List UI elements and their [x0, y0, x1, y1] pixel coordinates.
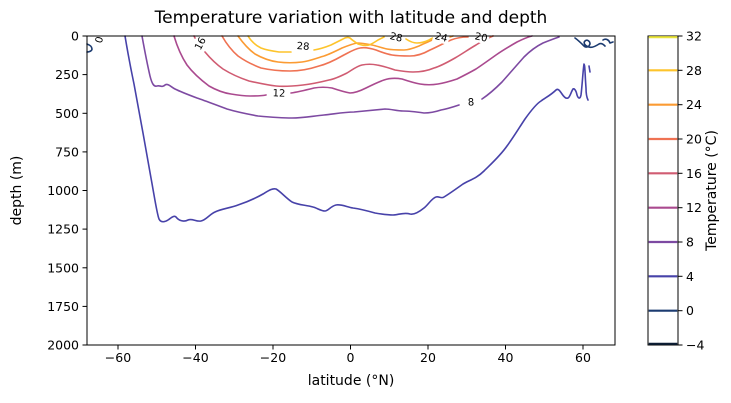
y-axis-label: depth (m) [9, 156, 25, 226]
contour-label-28b: 28 [387, 30, 406, 45]
colorbar-tick-label: 0 [686, 303, 694, 318]
contour-label-28b-text: 28 [388, 31, 403, 45]
contour-label-24-text: 24 [433, 31, 448, 45]
contour-label-12: 12 [270, 87, 288, 100]
x-tick-label: 60 [575, 350, 591, 365]
x-axis: −60 −40 −20 0 20 40 60 latitude (°N) [105, 345, 591, 389]
colorbar-tick-label: 4 [686, 269, 694, 284]
y-axis: 0 250 500 750 1000 1250 1500 1750 2000 d… [9, 29, 87, 353]
colorbar-axis-label: Temperature (°C) [704, 130, 720, 252]
contour-line-0-north-b [602, 38, 614, 44]
contour-label-8: 8 [464, 96, 478, 109]
colorbar-tick-label: 32 [686, 29, 702, 44]
contour-label-28a: 28 [294, 40, 312, 53]
contour-label-28a-text: 28 [296, 41, 309, 53]
colorbar-tick-label: 8 [686, 235, 694, 250]
contour-line-8 [141, 35, 560, 119]
contour-label-16-text: 16 [193, 36, 209, 52]
contour-line-4 [124, 35, 589, 223]
contour-label-12-text: 12 [272, 88, 285, 99]
contour-line-4-fragment [588, 65, 591, 73]
contour-label-0-bg [92, 33, 107, 47]
colorbar-tick-label: 20 [686, 132, 702, 147]
contour-line-0-north [574, 37, 606, 49]
contour-label-20: 20 [472, 30, 491, 45]
x-axis-label: latitude (°N) [308, 373, 395, 389]
y-tick-label: 1250 [47, 222, 79, 237]
x-tick-label: −20 [260, 350, 286, 365]
colorbar-tick-label: 12 [686, 200, 702, 215]
contour-label-28a-bg [294, 40, 312, 53]
x-tick-label: −40 [182, 350, 208, 365]
x-tick-label: −60 [105, 350, 131, 365]
contour-line-12 [173, 35, 533, 97]
y-tick-label: 500 [55, 106, 79, 121]
y-tick-label: 1000 [47, 183, 79, 198]
contour-label-8-text: 8 [468, 97, 475, 108]
contour-label-28b-bg [387, 30, 406, 45]
colorbar-frame [647, 35, 679, 346]
contour-label-16-bg [192, 34, 210, 54]
contour-label-24-bg [432, 30, 451, 45]
contour-label-20-text: 20 [474, 31, 489, 44]
chart-title: Temperature variation with latitude and … [154, 8, 548, 28]
colorbar-tick-label: −4 [686, 338, 704, 353]
y-tick-label: 1750 [47, 299, 79, 314]
contour-label-12-bg [270, 87, 288, 100]
y-tick-label: 250 [55, 67, 79, 82]
colorbar-tick-label: 16 [686, 166, 702, 181]
colorbar-tick-label: 24 [686, 97, 702, 112]
x-tick-label: 0 [347, 350, 355, 365]
y-tick-label: 750 [55, 144, 79, 159]
y-tick-label: 1500 [47, 260, 79, 275]
colorbar-tick-label: 28 [686, 63, 702, 78]
contour-label-16: 16 [192, 34, 210, 54]
contour-label-8-bg [464, 96, 478, 109]
colorbar: 32 28 24 20 16 12 8 4 0 −4 Temperature (… [647, 29, 720, 353]
x-tick-label: 20 [420, 350, 436, 365]
x-tick-label: 40 [498, 350, 514, 365]
contour-line-0-south [86, 43, 93, 53]
y-tick-label: 2000 [47, 338, 79, 353]
contour-label-0-text: 0 [94, 35, 106, 44]
contour-label-24: 24 [432, 30, 451, 45]
contour-label-20-bg [472, 30, 491, 45]
y-tick-label: 0 [71, 29, 79, 44]
contour-label-0: 0 [92, 33, 107, 47]
